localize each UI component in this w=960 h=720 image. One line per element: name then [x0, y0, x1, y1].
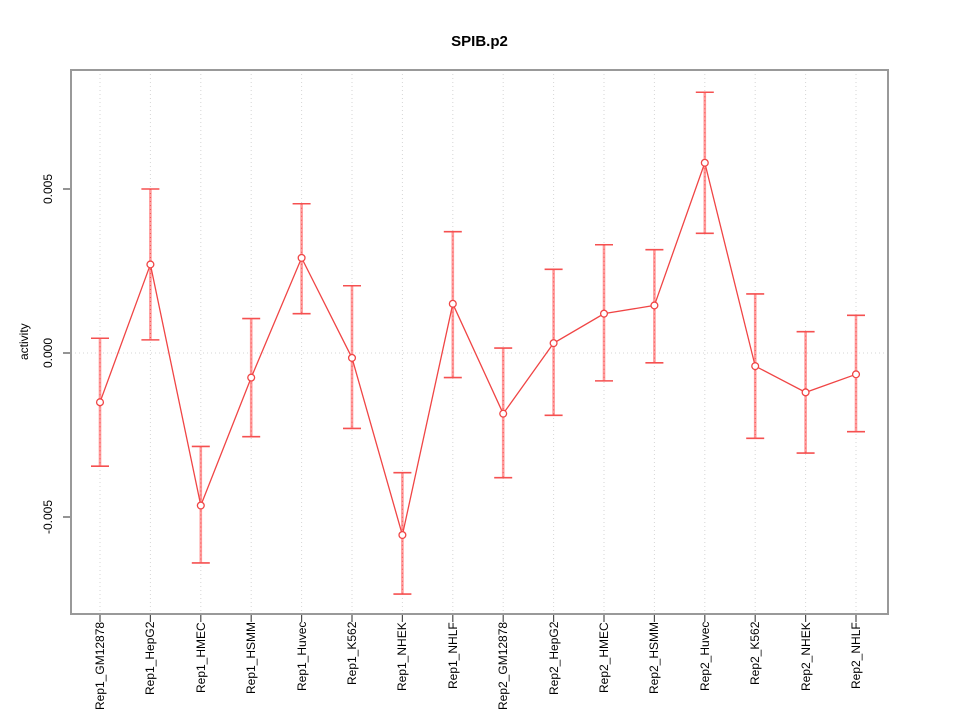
series-line [99, 160, 857, 536]
data-point-Rep2_NHEK [801, 388, 810, 397]
y-tick-label-0.005: 0.005 [41, 173, 55, 205]
chart-title: SPIB.p2 [451, 33, 508, 50]
data-point-Rep2_GM12878 [499, 409, 508, 418]
x-tick-label-Rep2_K562: Rep2_K562 [748, 622, 763, 686]
x-tick-label-Rep1_Huvec: Rep1_Huvec [294, 622, 309, 692]
x-tick-label-Rep1_NHEK: Rep1_NHEK [395, 622, 410, 691]
x-tick-label-Rep1_NHLF: Rep1_NHLF [445, 622, 460, 689]
data-point-Rep2_HMEC [599, 309, 609, 318]
data-point-Rep2_K562 [751, 362, 760, 371]
data-point-Rep1_HSMM [247, 373, 256, 382]
x-tick-label-Rep1_HMEC: Rep1_HMEC [193, 622, 208, 693]
data-point-Rep1_K562 [347, 353, 357, 362]
plot-frame [70, 69, 889, 615]
data-point-Rep2_Huvec [700, 158, 709, 167]
x-tick-label-Rep2_HMEC: Rep2_HMEC [597, 622, 611, 693]
data-point-Rep2_HSMM [650, 301, 659, 310]
x-tick-label-Rep1_HSMM: Rep1_HSMM [244, 622, 259, 695]
y-tick-label--0.005: -0.005 [41, 499, 55, 535]
y-tick-label-0.000: 0.000 [41, 337, 55, 369]
x-tick-label-Rep1_GM12878: Rep1_GM12878 [93, 622, 107, 711]
x-tick-label-Rep2_NHEK: Rep2_NHEK [798, 622, 813, 691]
data-point-Rep2_HepG2 [549, 339, 558, 348]
data-point-Rep1_HepG2 [146, 260, 155, 269]
data-point-Rep1_NHLF [448, 299, 457, 308]
data-point-Rep2_NHLF [851, 370, 861, 379]
x-tick-label-Rep2_HepG2: Rep2_HepG2 [546, 622, 561, 696]
x-tick-label-Rep1_HepG2: Rep1_HepG2 [143, 622, 158, 696]
x-tick-label-Rep2_NHLF: Rep2_NHLF [849, 622, 863, 689]
x-tick-label-Rep1_K562: Rep1_K562 [345, 622, 359, 686]
data-point-Rep1_HMEC [196, 501, 205, 510]
data-point-Rep1_NHEK [398, 530, 407, 540]
y-axis-title: activity [17, 323, 31, 361]
data-point-Rep1_Huvec [297, 253, 306, 262]
data-point-Rep1_GM12878 [95, 398, 105, 407]
x-tick-label-Rep2_Huvec: Rep2_Huvec [697, 622, 712, 692]
x-tick-label-Rep2_HSMM: Rep2_HSMM [647, 622, 662, 695]
x-tick-label-Rep2_GM12878: Rep2_GM12878 [496, 622, 511, 711]
